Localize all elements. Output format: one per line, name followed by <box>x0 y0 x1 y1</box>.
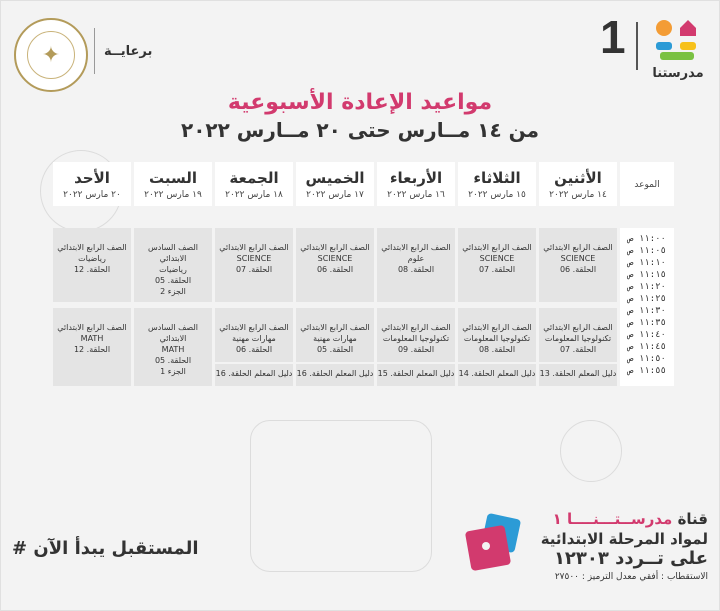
show-cell: الصف السادس الابتدائي MATH الحلقة. 05 ال… <box>134 308 212 386</box>
ministry-logo: ✦ <box>14 18 88 92</box>
day-date: ١٩ مارس ٢٠٢٢ <box>144 189 202 200</box>
time-slot: ١١:٤٠ ص <box>628 330 666 340</box>
time-slot: ١١:٢٠ ص <box>628 282 666 292</box>
day-header: الأحد ٢٠ مارس ٢٠٢٢ <box>53 162 131 206</box>
brand-logo-icon <box>656 20 696 60</box>
channel-frequency: على تــردد ١٢٣٠٣ <box>553 548 708 569</box>
day-name: الأثنين <box>554 169 602 187</box>
teacher-guide-cell: دليل المعلم الحلقة. 16 <box>215 364 293 386</box>
time-slot: ١١:٥٠ ص <box>628 354 666 364</box>
day-name: السبت <box>148 169 198 187</box>
channel-title: قناة مدرســتـــنــــا ١ <box>553 510 708 528</box>
time-slot: ١١:١٠ ص <box>628 258 666 268</box>
time-column-header: الموعد <box>620 162 674 206</box>
time-column: ١١:٠٠ ص ١١:٠٥ ص ١١:١٠ ص ١١:١٥ ص ١١:٢٠ ص ١١:٢٥… <box>620 228 674 386</box>
day-header: الأربعاء ١٦ مارس ٢٠٢٢ <box>377 162 455 206</box>
teacher-guide-cell: دليل المعلم الحلقة. 14 <box>458 364 536 386</box>
time-slot: ١١:٣٥ ص <box>628 318 666 328</box>
show-cell: الصف الرابع الابتدائي MATH الحلقة. 12 <box>53 308 131 386</box>
day-header: الخميس ١٧ مارس ٢٠٢٢ <box>296 162 374 206</box>
brand-name: مدرستنا <box>652 66 704 81</box>
day-date: ٢٠ مارس ٢٠٢٢ <box>63 189 121 200</box>
show-cell: الصف الرابع الابتدائي SCIENCE الحلقة. 07 <box>458 228 536 302</box>
day-header: الثلاثاء ١٥ مارس ٢٠٢٢ <box>458 162 536 206</box>
page-subtitle: من ١٤ مــارس حتى ٢٠ مــارس ٢٠٢٢ <box>180 118 539 142</box>
day-header: الجمعة ١٨ مارس ٢٠٢٢ <box>215 162 293 206</box>
teacher-guide-cell: دليل المعلم الحلقة. 16 <box>296 364 374 386</box>
show-cell: الصف الرابع الابتدائي رياضيات الحلقة. 12 <box>53 228 131 302</box>
header-divider <box>94 28 95 74</box>
time-slot: ١١:٢٥ ص <box>628 294 666 304</box>
time-slot: ١١:٤٥ ص <box>628 342 666 352</box>
day-name: الأحد <box>74 169 110 187</box>
background-doodle <box>560 420 622 482</box>
time-slot: ١١:٠٠ ص <box>628 234 666 244</box>
show-cell: الصف الرابع الابتدائي SCIENCE الحلقة. 06 <box>539 228 617 302</box>
show-cell: الصف الرابع الابتدائي مهارات مهنية الحلق… <box>296 308 374 362</box>
day-date: ١٦ مارس ٢٠٢٢ <box>387 189 445 200</box>
show-cell: الصف الرابع الابتدائي تكنولوجيا المعلوما… <box>377 308 455 362</box>
schedule-table: الموعد ١١:٠٠ ص ١١:٠٥ ص ١١:١٠ ص ١١:١٥ ص ١١:٢٠… <box>53 162 674 392</box>
channel-name: مدرســتـــنــــا ١ <box>552 510 673 528</box>
day-date: ١٧ مارس ٢٠٢٢ <box>306 189 364 200</box>
brand-number: 1 <box>600 11 626 63</box>
cube-illustration-icon <box>465 513 521 571</box>
day-name: الأربعاء <box>389 169 443 187</box>
show-cell: الصف الرابع الابتدائي مهارات مهنية الحلق… <box>215 308 293 362</box>
page-title: مواعيد الإعادة الأسبوعية <box>227 90 493 115</box>
day-name: الخميس <box>305 169 365 187</box>
show-cell: الصف الرابع الابتدائي تكنولوجيا المعلوما… <box>539 308 617 362</box>
sponsor-label: برعايــة <box>104 44 153 59</box>
teacher-guide-cell: دليل المعلم الحلقة. 13 <box>539 364 617 386</box>
teacher-guide-cell: دليل المعلم الحلقة. 15 <box>377 364 455 386</box>
time-slot: ١١:٠٥ ص <box>628 246 666 256</box>
time-slot: ١١:١٥ ص <box>628 270 666 280</box>
show-cell: الصف السادس الابتدائي رياضيات الحلقة. 05… <box>134 228 212 302</box>
time-slot: ١١:٥٥ ص <box>628 366 666 376</box>
time-slot: ١١:٣٠ ص <box>628 306 666 316</box>
background-doodle <box>250 420 432 572</box>
day-date: ١٤ مارس ٢٠٢٢ <box>549 189 607 200</box>
channel-subtitle: لمواد المرحلة الابتدائية <box>540 530 708 548</box>
channel-encoding: الاستقطاب : أفقي معدل الترميز : ٢٧٥٠٠ <box>554 572 708 582</box>
hashtag-slogan: # المستقبل يبدأ الآن <box>12 538 199 559</box>
show-cell: الصف الرابع الابتدائي SCIENCE الحلقة. 07 <box>215 228 293 302</box>
day-header: السبت ١٩ مارس ٢٠٢٢ <box>134 162 212 206</box>
show-cell: الصف الرابع الابتدائي SCIENCE الحلقة. 06 <box>296 228 374 302</box>
brand-divider <box>636 22 638 70</box>
show-cell: الصف الرابع الابتدائي علوم الحلقة. 08 <box>377 228 455 302</box>
show-cell: الصف الرابع الابتدائي تكنولوجيا المعلوما… <box>458 308 536 362</box>
day-date: ١٨ مارس ٢٠٢٢ <box>225 189 283 200</box>
day-name: الجمعة <box>229 169 279 187</box>
channel-prefix: قناة <box>677 510 708 528</box>
day-name: الثلاثاء <box>473 169 521 187</box>
day-date: ١٥ مارس ٢٠٢٢ <box>468 189 526 200</box>
day-header: الأثنين ١٤ مارس ٢٠٢٢ <box>539 162 617 206</box>
